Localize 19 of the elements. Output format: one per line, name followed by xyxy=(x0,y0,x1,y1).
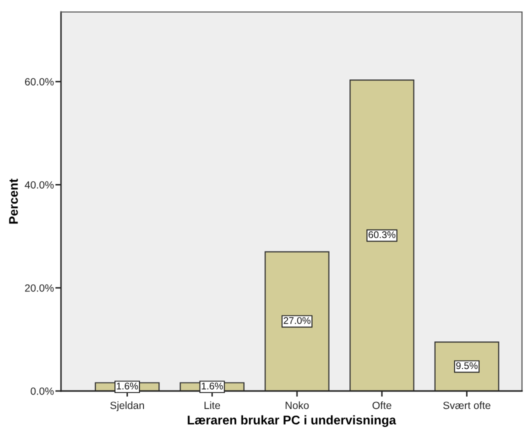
data-label: 9.5% xyxy=(456,362,478,370)
y-tick-label: 0.0% xyxy=(30,388,54,395)
data-label: 27.0% xyxy=(284,317,310,324)
data-label: 1.6% xyxy=(116,382,138,390)
x-axis-title: Læraren brukar PC i undervisninga xyxy=(188,415,396,427)
x-tick-label: Lite xyxy=(204,401,220,410)
y-tick-label: 60.0% xyxy=(25,78,54,86)
y-tick-label: 20.0% xyxy=(25,284,54,292)
x-tick-label: Noko xyxy=(286,401,309,410)
bar xyxy=(264,251,330,391)
bar xyxy=(434,341,500,391)
bar xyxy=(350,80,414,391)
data-label: 60.3% xyxy=(368,231,396,238)
y-axis-title: Percent xyxy=(9,178,18,224)
data-label: 1.6% xyxy=(202,382,223,390)
x-tick-label: Sjeldan xyxy=(110,401,144,412)
y-tick-label: 40.0% xyxy=(24,181,54,189)
x-tick-label: Svært ofte xyxy=(443,401,490,410)
x-tick-label: Ofte xyxy=(372,401,392,410)
